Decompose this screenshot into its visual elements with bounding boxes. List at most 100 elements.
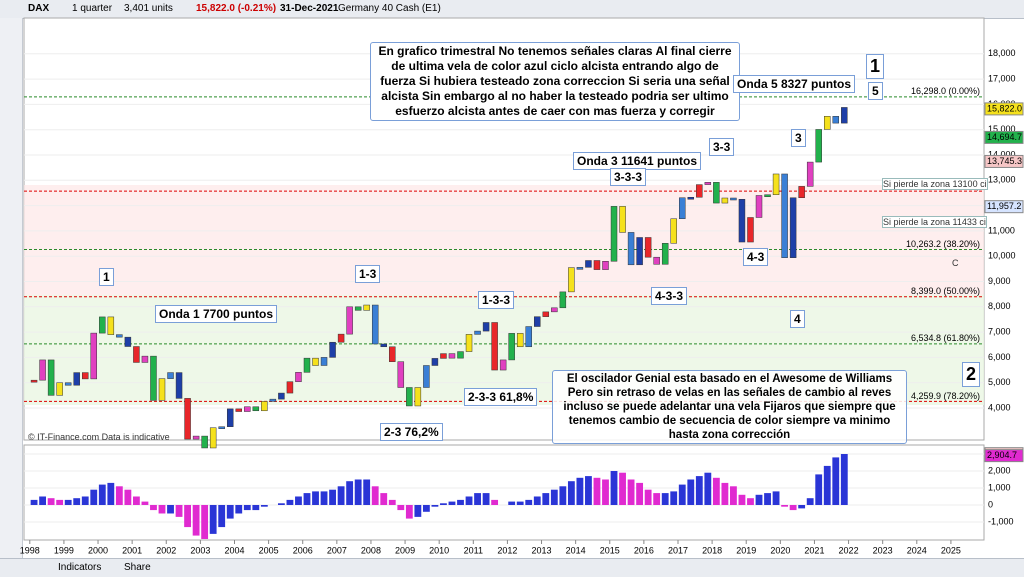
candle bbox=[841, 107, 848, 124]
onda3: Onda 3 11641 puntos bbox=[573, 152, 702, 170]
price-tag bbox=[984, 130, 1024, 144]
x-tick-label: 2024 bbox=[907, 545, 927, 555]
zone-band bbox=[24, 185, 984, 295]
candle bbox=[286, 381, 294, 394]
candle bbox=[303, 357, 311, 373]
candle bbox=[474, 330, 481, 335]
osc-bar bbox=[337, 486, 345, 505]
candle bbox=[124, 336, 132, 347]
osc-bar bbox=[158, 504, 166, 514]
x-tick-label: 2010 bbox=[429, 545, 449, 555]
candle bbox=[107, 316, 115, 335]
candle bbox=[602, 261, 609, 270]
candle bbox=[610, 206, 618, 262]
candle bbox=[201, 435, 208, 449]
osc-bar bbox=[567, 481, 575, 505]
osc-bar bbox=[661, 493, 669, 505]
candle bbox=[482, 322, 490, 332]
osc-bar bbox=[533, 496, 541, 505]
candle bbox=[619, 206, 626, 233]
osc-bar bbox=[653, 493, 661, 505]
x-tick-label: 2020 bbox=[770, 545, 790, 555]
copyright: © IT-Finance.com Data is indicative bbox=[28, 432, 170, 442]
candle bbox=[789, 197, 797, 258]
candle bbox=[576, 267, 584, 270]
candle bbox=[832, 116, 840, 124]
osc-bar bbox=[235, 504, 243, 514]
osc-bar bbox=[303, 493, 311, 505]
candle bbox=[551, 307, 558, 313]
y-tick-label: 7,000 bbox=[988, 326, 1011, 336]
indicators-button[interactable]: Indicators bbox=[58, 562, 102, 573]
osc-bar bbox=[440, 503, 447, 505]
candle bbox=[363, 304, 370, 311]
y-tick-label: 18,000 bbox=[988, 48, 1016, 58]
candle bbox=[56, 382, 63, 396]
units[interactable]: 3,401 units bbox=[124, 3, 173, 14]
date: 31-Dec-2021 bbox=[280, 3, 339, 14]
candle bbox=[209, 427, 217, 449]
osc-bar bbox=[602, 479, 609, 505]
candle bbox=[568, 267, 575, 293]
x-tick-label: 2009 bbox=[395, 545, 415, 555]
osc-bar bbox=[388, 499, 396, 505]
symbol[interactable]: DAX bbox=[28, 3, 50, 14]
wave-label: 5 bbox=[868, 82, 883, 100]
osc-bar bbox=[738, 494, 746, 505]
osc-bar bbox=[815, 474, 823, 505]
candle bbox=[397, 361, 405, 388]
candle bbox=[704, 182, 712, 185]
x-tick-label: 2005 bbox=[259, 545, 279, 555]
osc-bar bbox=[585, 476, 592, 505]
candle bbox=[414, 387, 422, 407]
osc-bar bbox=[516, 501, 524, 505]
candle bbox=[39, 359, 46, 381]
x-tick-label: 2021 bbox=[804, 545, 824, 555]
osc-bar bbox=[422, 504, 430, 512]
osc-bar bbox=[457, 499, 464, 505]
period[interactable]: 1 quarter bbox=[72, 3, 113, 14]
candle bbox=[320, 357, 328, 366]
osc-bar bbox=[695, 476, 703, 505]
osc-tick-label: -1,000 bbox=[988, 516, 1014, 526]
y-tick-label: 14,000 bbox=[988, 149, 1016, 159]
candle bbox=[755, 195, 763, 218]
osc-bar bbox=[175, 504, 183, 517]
osc-bar bbox=[90, 489, 98, 505]
osc-bar bbox=[209, 504, 217, 534]
candle bbox=[337, 333, 345, 343]
osc-bar bbox=[98, 484, 106, 505]
candle bbox=[508, 333, 515, 361]
wave-label: 3-3-3 bbox=[610, 168, 647, 186]
candle bbox=[64, 382, 72, 386]
candle bbox=[235, 408, 242, 412]
x-tick-label: 2017 bbox=[668, 545, 688, 555]
candle bbox=[738, 199, 746, 243]
osc-bar bbox=[260, 504, 268, 507]
candle bbox=[499, 359, 507, 371]
wave-label: 1-3-3 bbox=[478, 291, 515, 309]
x-tick-label: 1998 bbox=[20, 545, 40, 555]
candle bbox=[150, 355, 157, 401]
osc-tick-label: 2,000 bbox=[988, 465, 1011, 475]
osc-bar bbox=[184, 504, 191, 528]
onda1: Onda 1 7700 puntos bbox=[155, 305, 278, 323]
osc-bar bbox=[329, 489, 336, 505]
osc-bar bbox=[593, 477, 601, 505]
share-button[interactable]: Share bbox=[124, 562, 151, 573]
wave-label: 3-3 bbox=[709, 138, 735, 156]
candle bbox=[73, 372, 80, 386]
candle bbox=[815, 129, 822, 163]
candle bbox=[82, 372, 89, 380]
candle bbox=[371, 304, 379, 345]
x-tick-label: 2022 bbox=[839, 545, 859, 555]
osc-bar bbox=[610, 471, 618, 505]
x-tick-label: 2002 bbox=[156, 545, 176, 555]
candle bbox=[184, 398, 191, 440]
osc-bar bbox=[252, 504, 260, 511]
candle bbox=[491, 322, 498, 371]
osc-bar bbox=[806, 498, 814, 505]
wave-label: 4 bbox=[790, 310, 805, 328]
drawing-tools[interactable] bbox=[0, 18, 23, 558]
candle bbox=[278, 392, 285, 400]
